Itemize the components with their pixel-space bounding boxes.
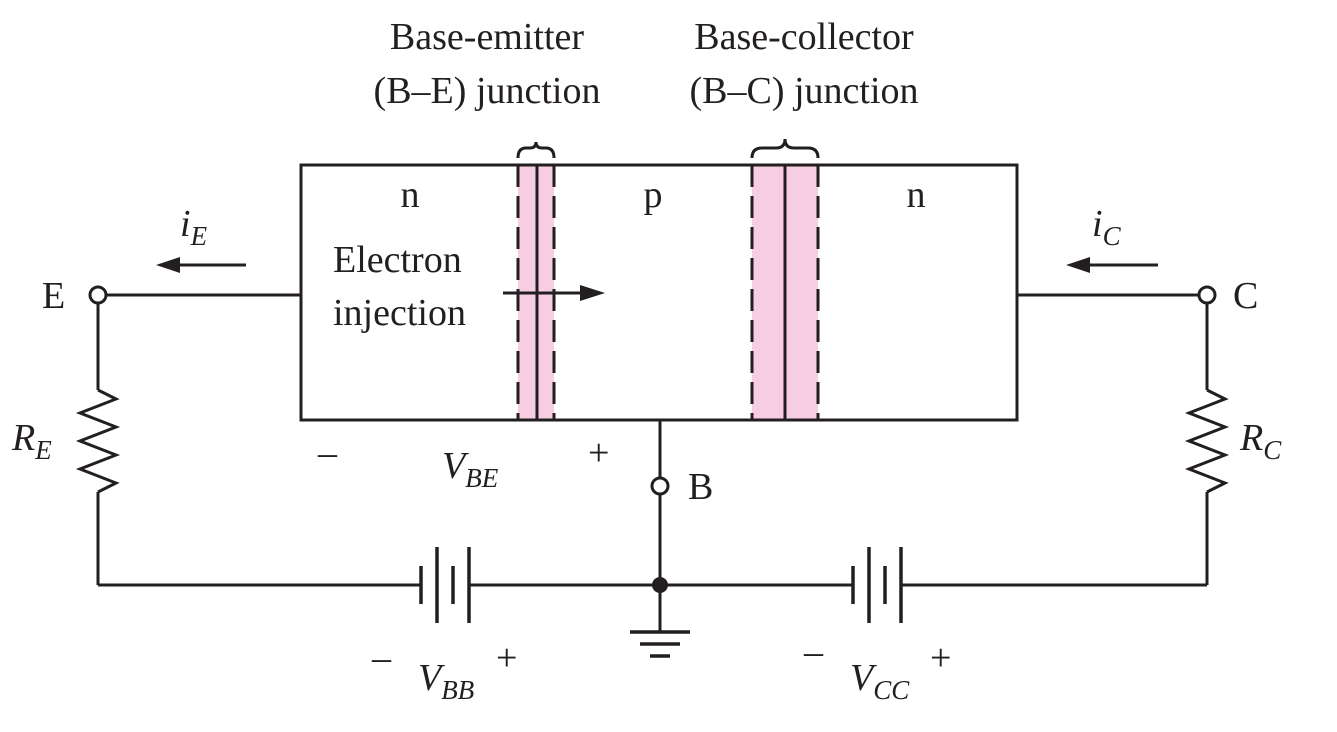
emitter-terminal-icon	[88, 285, 108, 305]
base-terminal-label: B	[688, 466, 713, 508]
ground-icon	[630, 630, 690, 658]
vcc-plus-sign: +	[930, 637, 951, 679]
bc-junction-title-line1: Base-collector	[694, 16, 914, 58]
emitter-resistor-label: RE	[11, 417, 52, 465]
collector-current-arrow-icon	[1066, 257, 1158, 273]
emitter-region-label: n	[401, 174, 420, 216]
collector-region-label: n	[907, 174, 926, 216]
vbb-battery-icon	[419, 547, 471, 623]
collector-terminal-icon	[1197, 285, 1217, 305]
vbe-minus-sign: –	[317, 432, 338, 474]
collector-resistor-icon	[1184, 388, 1230, 494]
be-junction-brace	[516, 141, 556, 159]
be-junction-title-line1: Base-emitter	[390, 16, 584, 58]
electron-injection-line1: Electron	[333, 239, 462, 281]
emitter-current-label: iE	[180, 203, 208, 251]
electron-injection-arrow-icon	[503, 285, 605, 301]
base-region-label: p	[644, 174, 663, 216]
be-junction-title-line2: (B–E) junction	[374, 70, 601, 112]
vbe-label: VBE	[442, 445, 499, 493]
emitter-resistor-icon	[75, 388, 121, 494]
vbe-plus-sign: +	[588, 432, 609, 474]
vcc-battery-icon	[851, 547, 903, 623]
emitter-terminal-label: E	[42, 275, 65, 317]
collector-terminal-label: C	[1233, 275, 1258, 317]
bc-junction-brace	[750, 138, 820, 159]
vbb-minus-sign: –	[371, 637, 392, 679]
vcc-label: VCC	[850, 657, 910, 705]
vcc-minus-sign: –	[803, 631, 824, 673]
base-terminal-icon	[650, 476, 670, 496]
electron-injection-line2: injection	[333, 292, 466, 334]
emitter-current-arrow-icon	[156, 257, 246, 273]
vbb-plus-sign: +	[496, 637, 517, 679]
collector-current-label: iC	[1092, 203, 1122, 251]
bc-junction-title-line2: (B–C) junction	[689, 70, 918, 112]
vbb-label: VBB	[418, 657, 474, 705]
collector-resistor-label: RC	[1239, 417, 1282, 465]
